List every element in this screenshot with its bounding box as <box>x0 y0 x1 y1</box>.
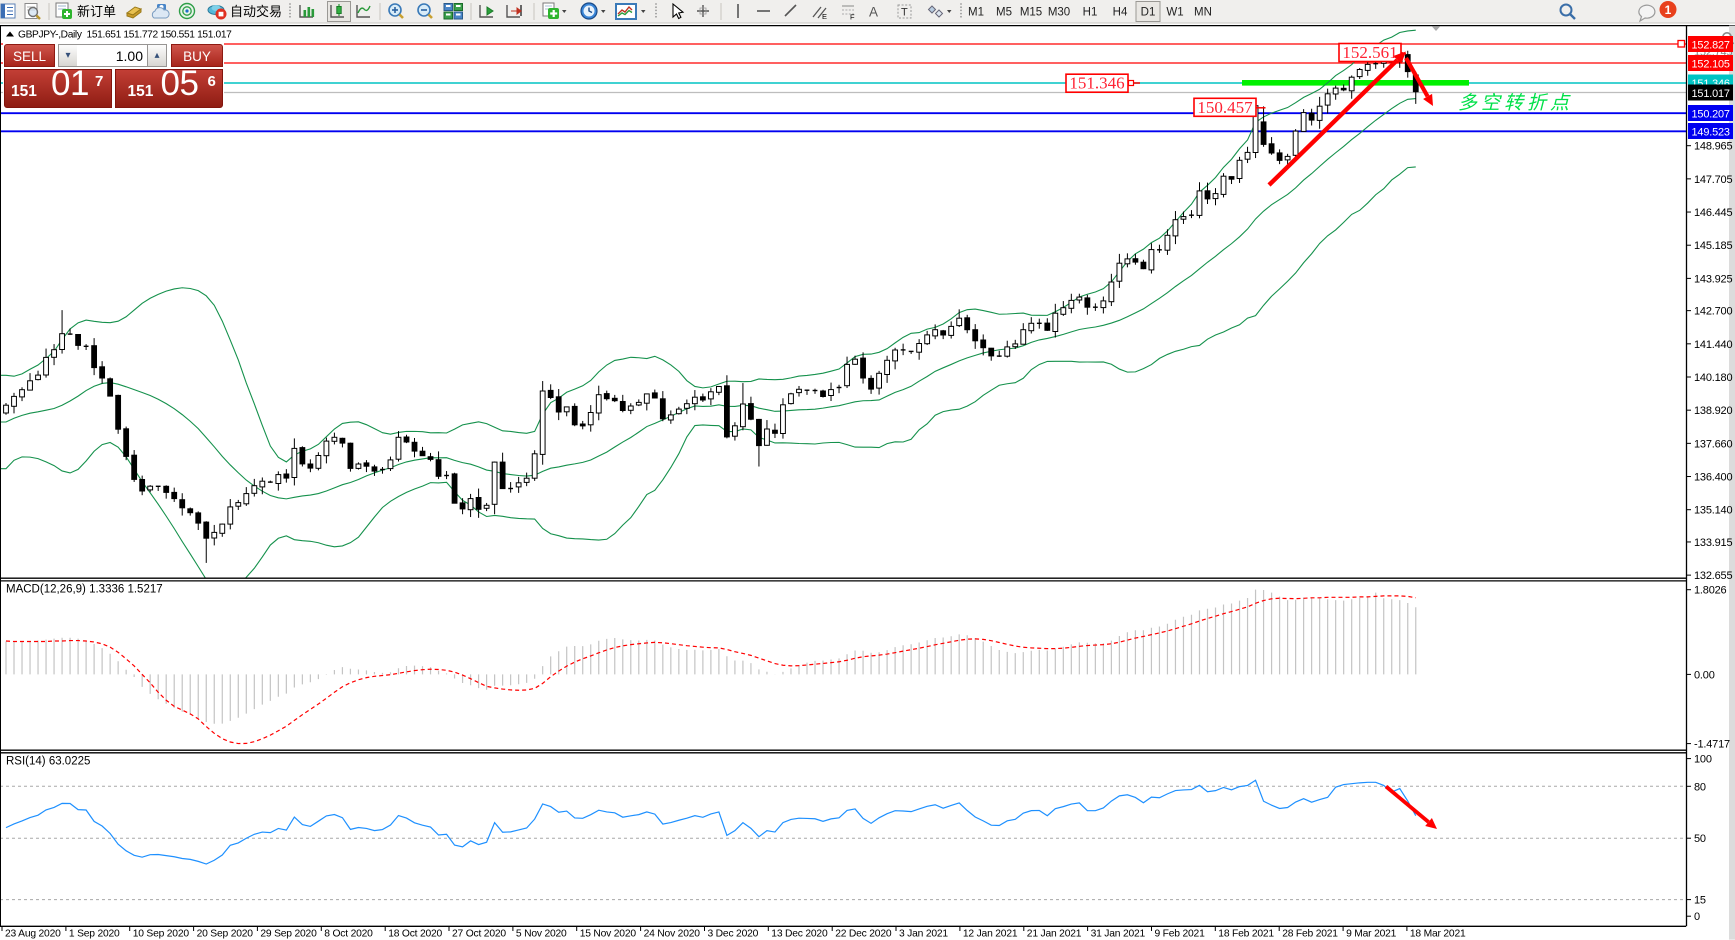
svg-text:151.346: 151.346 <box>1069 74 1124 93</box>
svg-text:140.180: 140.180 <box>1694 372 1732 384</box>
svg-text:18 Feb 2021: 18 Feb 2021 <box>1218 929 1274 940</box>
svg-text:13 Dec 2020: 13 Dec 2020 <box>771 929 828 940</box>
svg-text:新订单: 新订单 <box>77 4 116 19</box>
svg-text:135.140: 135.140 <box>1694 505 1732 517</box>
svg-text:28 Feb 2021: 28 Feb 2021 <box>1282 929 1338 940</box>
svg-text:M30: M30 <box>1048 7 1070 19</box>
svg-text:152.827: 152.827 <box>1692 40 1730 52</box>
svg-text:21 Jan 2021: 21 Jan 2021 <box>1027 929 1082 940</box>
svg-text:147.705: 147.705 <box>1694 174 1732 186</box>
svg-text:15 Nov 2020: 15 Nov 2020 <box>580 929 637 940</box>
svg-text:151.017: 151.017 <box>1692 88 1730 100</box>
svg-text:150.207: 150.207 <box>1692 109 1730 121</box>
svg-text:8 Oct 2020: 8 Oct 2020 <box>324 929 373 940</box>
svg-text:F: F <box>850 13 855 22</box>
svg-text:1: 1 <box>1665 3 1672 17</box>
svg-text:9 Mar 2021: 9 Mar 2021 <box>1346 929 1397 940</box>
svg-text:149.523: 149.523 <box>1692 127 1730 139</box>
svg-text:9 Feb 2021: 9 Feb 2021 <box>1155 929 1206 940</box>
svg-text:148.965: 148.965 <box>1694 141 1732 153</box>
svg-text:1 Sep 2020: 1 Sep 2020 <box>69 929 120 940</box>
svg-text:-1.4717: -1.4717 <box>1694 739 1730 751</box>
svg-text:137.660: 137.660 <box>1694 438 1732 450</box>
svg-text:22 Dec 2020: 22 Dec 2020 <box>835 929 892 940</box>
svg-text:A: A <box>869 5 878 20</box>
svg-text:1.8026: 1.8026 <box>1694 585 1727 597</box>
svg-text:多空转折点: 多空转折点 <box>1458 92 1573 114</box>
svg-text:18 Mar 2021: 18 Mar 2021 <box>1410 929 1466 940</box>
svg-text:10 Sep 2020: 10 Sep 2020 <box>133 929 190 940</box>
svg-text:W1: W1 <box>1166 7 1183 19</box>
svg-text:MACD(12,26,9) 1.3336 1.5217: MACD(12,26,9) 1.3336 1.5217 <box>6 584 163 596</box>
svg-text:141.440: 141.440 <box>1694 339 1732 351</box>
svg-text:GBPJPY-,Daily 151.651 151.772: GBPJPY-,Daily 151.651 151.772 150.551 15… <box>18 30 232 41</box>
svg-text:145.185: 145.185 <box>1694 240 1732 252</box>
svg-text:M5: M5 <box>996 7 1012 19</box>
svg-text:H4: H4 <box>1113 7 1128 19</box>
svg-text:27 Oct 2020: 27 Oct 2020 <box>452 929 506 940</box>
svg-text:0: 0 <box>1694 911 1700 923</box>
svg-text:0.00: 0.00 <box>1694 669 1715 681</box>
svg-text:100: 100 <box>1694 754 1712 766</box>
svg-text:136.400: 136.400 <box>1694 472 1732 484</box>
svg-text:23 Aug 2020: 23 Aug 2020 <box>5 929 61 940</box>
svg-text:146.445: 146.445 <box>1694 207 1732 219</box>
svg-text:143.925: 143.925 <box>1694 273 1732 285</box>
svg-text:M1: M1 <box>968 7 984 19</box>
svg-text:T: T <box>901 7 908 19</box>
svg-text:132.655: 132.655 <box>1694 570 1732 582</box>
svg-text:RSI(14) 63.0225: RSI(14) 63.0225 <box>6 756 90 768</box>
svg-text:15: 15 <box>1694 895 1706 907</box>
svg-text:自动交易: 自动交易 <box>230 4 282 19</box>
svg-text:M15: M15 <box>1020 7 1042 19</box>
svg-text:150.457: 150.457 <box>1197 98 1253 117</box>
svg-text:24 Nov 2020: 24 Nov 2020 <box>644 929 701 940</box>
svg-text:MN: MN <box>1194 7 1212 19</box>
svg-text:D1: D1 <box>1141 7 1156 19</box>
svg-text:133.915: 133.915 <box>1694 537 1732 549</box>
svg-text:18 Oct 2020: 18 Oct 2020 <box>388 929 442 940</box>
svg-text:H1: H1 <box>1083 7 1098 19</box>
svg-text:5 Nov 2020: 5 Nov 2020 <box>516 929 567 940</box>
svg-text:31 Jan 2021: 31 Jan 2021 <box>1091 929 1146 940</box>
svg-text:142.700: 142.700 <box>1694 306 1732 318</box>
svg-text:138.920: 138.920 <box>1694 405 1732 417</box>
svg-text:3 Dec 2020: 3 Dec 2020 <box>708 929 759 940</box>
svg-text:E: E <box>822 12 827 21</box>
svg-text:29 Sep 2020: 29 Sep 2020 <box>260 929 317 940</box>
svg-text:12 Jan 2021: 12 Jan 2021 <box>963 929 1018 940</box>
svg-text:3 Jan 2021: 3 Jan 2021 <box>899 929 948 940</box>
svg-text:152.561: 152.561 <box>1342 43 1397 62</box>
svg-text:80: 80 <box>1694 781 1706 793</box>
svg-text:152.105: 152.105 <box>1692 59 1730 71</box>
svg-text:50: 50 <box>1694 833 1706 845</box>
svg-text:20 Sep 2020: 20 Sep 2020 <box>197 929 254 940</box>
